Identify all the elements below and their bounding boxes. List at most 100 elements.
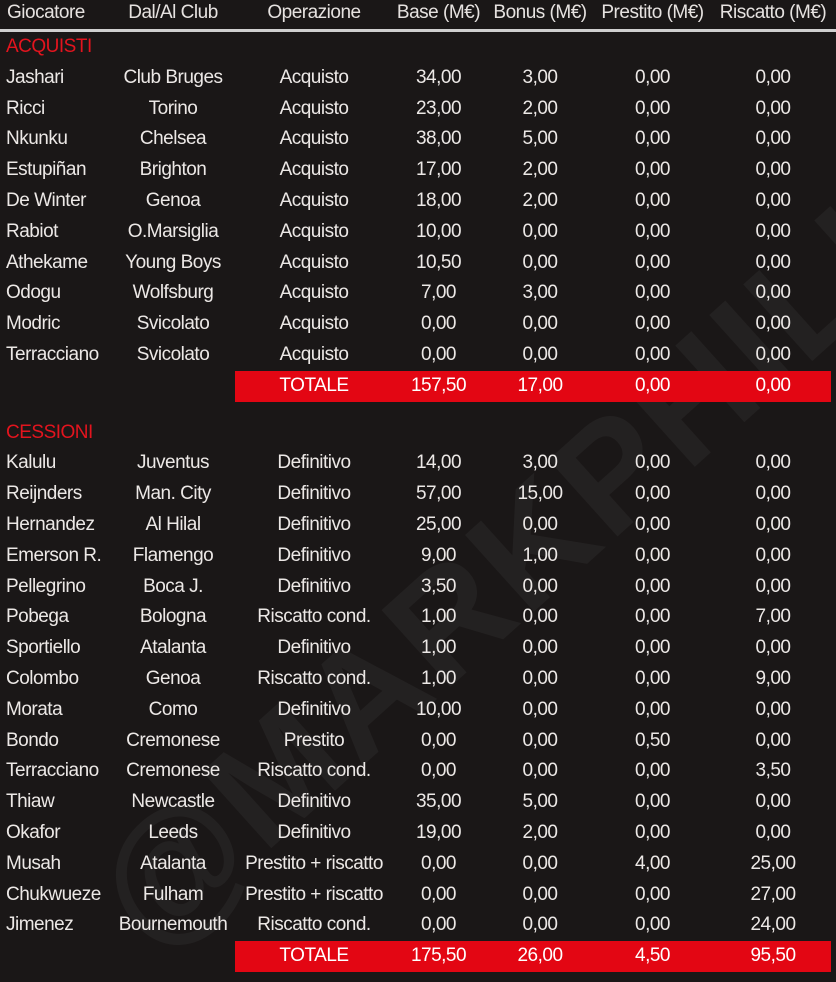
cell-player: Rabiot [6,220,58,242]
table-row: Odogu Wolfsburg Acquisto 7,00 3,00 0,00 0,00 [0,278,836,309]
cell-buyout: 0,00 [755,513,791,535]
header-base: Base (M€) [396,2,481,23]
cell-buyout: 0,00 [755,698,791,720]
cell-player: Bondo [6,729,59,751]
cell-club: Wolfsburg [132,282,214,304]
cell-player: Sportiello [6,637,81,659]
cell-club: Genoa [145,189,201,211]
cell-loan: 0,00 [635,220,670,242]
cell-loan: 0,00 [635,189,670,211]
cell-buyout: 0,00 [755,729,791,751]
cell-buyout: 0,00 [755,483,791,505]
cell-club: Club Bruges [123,66,223,88]
cell-loan: 0,00 [635,66,670,88]
total-row: TOTALE 157,50 17,00 0,00 0,00 [0,370,836,402]
cell-player: Reijnders [6,483,82,505]
table-row: Jashari Club Bruges Acquisto 34,00 3,00 0,00 0… [0,63,836,94]
section-title: CESSIONI [6,421,93,443]
cell-operation: Definitivo [277,544,351,566]
table-row: Sportiello Atalanta Definitivo 1,00 0,00 0,00… [0,633,836,664]
cell-base: 19,00 [415,821,462,843]
total-base: 175,50 [410,945,467,967]
table-header: Giocatore Dal/Al Club Operazione Base (M€) B… [0,0,836,32]
cell-loan: 0,00 [635,791,670,813]
table-row: Musah Atalanta Prestito + riscatto 0,00 0,00… [0,849,836,880]
cell-operation: Acquisto [279,159,349,181]
table-row: Thiaw Newcastle Definitivo 35,00 5,00 0,00 0,0… [0,787,836,818]
cell-loan: 0,00 [635,821,670,843]
cell-operation: Definitivo [277,637,351,659]
table-row: Ricci Torino Acquisto 23,00 2,00 0,00 0,00 [0,94,836,125]
cell-club: Leeds [148,821,198,843]
cell-club: Brighton [139,159,207,181]
cell-player: Pellegrino [6,575,86,597]
cell-club: Bologna [139,606,207,628]
cell-bonus: 0,00 [522,343,558,365]
cell-player: Hernandez [6,513,95,535]
cell-operation: Riscatto cond. [257,914,371,936]
cell-loan: 0,00 [635,513,670,535]
cell-player: Terracciano [6,760,99,782]
cell-operation: Acquisto [279,128,349,150]
table-row: Estupiñan Brighton Acquisto 17,00 2,00 0,00 0,… [0,155,836,186]
table-row: Okafor Leeds Definitivo 19,00 2,00 0,00 0,00 [0,818,836,849]
cell-buyout: 25,00 [750,852,796,874]
header-player: Giocatore [7,2,85,23]
table-row: Modric Svicolato Acquisto 0,00 0,00 0,00 0,00 [0,309,836,340]
cell-bonus: 0,00 [522,575,558,597]
cell-buyout: 0,00 [755,66,791,88]
cell-buyout: 0,00 [755,128,791,150]
total-buyout: 0,00 [755,374,791,396]
table-row: Bondo Cremonese Prestito 0,00 0,00 0,50 0,00 [0,726,836,757]
cell-club: Juventus [136,452,210,474]
cell-club: Svicolato [136,313,210,335]
cell-base: 0,00 [421,313,456,335]
cell-buyout: 0,00 [755,544,791,566]
header-club: Dal/Al Club [128,2,218,23]
cell-base: 10,50 [415,251,462,273]
cell-bonus: 2,00 [522,159,558,181]
cell-operation: Acquisto [279,189,349,211]
cell-base: 0,00 [421,914,456,936]
cell-operation: Definitivo [277,513,351,535]
cell-base: 0,00 [421,343,456,365]
table-row: Kalulu Juventus Definitivo 14,00 3,00 0,00 0,0… [0,448,836,479]
table-row: Jimenez Bournemouth Riscatto cond. 0,00 0,00… [0,910,836,941]
cell-buyout: 0,00 [755,637,791,659]
cell-base: 9,00 [421,544,456,566]
cell-buyout: 7,00 [755,606,791,628]
cell-operation: Riscatto cond. [257,606,371,628]
table-row: Emerson R. Flamengo Definitivo 9,00 1,00 0,00… [0,541,836,572]
cell-buyout: 0,00 [755,452,791,474]
cell-player: Okafor [6,821,61,843]
cell-bonus: 2,00 [522,189,558,211]
cell-bonus: 15,00 [517,483,563,505]
cell-club: Bournemouth [118,914,228,936]
cell-bonus: 3,00 [522,282,558,304]
cell-base: 17,00 [415,159,462,181]
cell-bonus: 2,00 [522,97,558,119]
cell-loan: 0,00 [635,159,670,181]
cell-club: Torino [148,97,198,119]
header-buyout: Riscatto (M€) [719,2,827,23]
cell-bonus: 0,00 [522,251,558,273]
cell-player: Musah [6,852,61,874]
cell-bonus: 0,00 [522,667,558,689]
cell-club: Young Boys [125,251,221,273]
cell-base: 18,00 [415,189,462,211]
cell-player: Odogu [6,282,61,304]
table-row: Reijnders Man. City Definitivo 57,00 15,00 0,… [0,479,836,510]
table-row: Hernandez Al Hilal Definitivo 25,00 0,00 0,00… [0,510,836,541]
table-row: Chukwueze Fulham Prestito + riscatto 0,00 0,… [0,880,836,911]
cell-buyout: 0,00 [755,159,791,181]
cell-operation: Riscatto cond. [257,760,371,782]
cell-base: 35,00 [415,791,462,813]
cell-club: O.Marsiglia [127,220,219,242]
cell-base: 0,00 [421,883,456,905]
cell-buyout: 0,00 [755,189,791,211]
cell-buyout: 0,00 [755,575,791,597]
table-row: De Winter Genoa Acquisto 18,00 2,00 0,00 0,00 [0,186,836,217]
cell-loan: 0,00 [635,914,670,936]
cell-club: Flamengo [132,544,214,566]
